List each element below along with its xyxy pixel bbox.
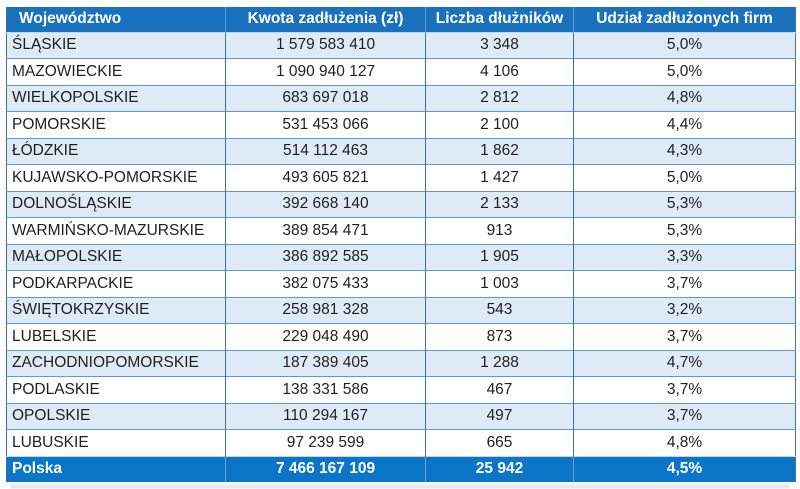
- share-cell: 3,7%: [573, 402, 796, 430]
- share-cell: 5,0%: [573, 164, 796, 191]
- table-row: WIELKOPOLSKIE 683 697 018 2 812 4,8%: [6, 84, 796, 112]
- region-cell: POMORSKIE: [6, 111, 226, 138]
- column-header-liczba-dluznikow: Liczba dłużników: [425, 7, 574, 32]
- amount-cell: 493 605 821: [225, 164, 426, 191]
- amount-cell: 386 892 585: [225, 243, 426, 271]
- amount-cell: 229 048 490: [225, 323, 426, 350]
- amount-cell: 382 075 433: [225, 270, 426, 297]
- total-debtors: 25 942: [425, 455, 574, 482]
- region-cell: PODLASKIE: [6, 376, 226, 403]
- total-row: Polska 7 466 167 109 25 942 4,5%: [6, 455, 796, 482]
- region-cell: WIELKOPOLSKIE: [6, 84, 226, 112]
- share-cell: 4,7%: [573, 349, 796, 377]
- debtors-cell: 497: [425, 402, 574, 430]
- amount-cell: 258 981 328: [225, 296, 426, 324]
- table-row: ŚWIĘTOKRZYSKIE 258 981 328 543 3,2%: [6, 296, 796, 324]
- table-row: ZACHODNIOPOMORSKIE 187 389 405 1 288 4,7%: [6, 349, 796, 377]
- debtors-cell: 873: [425, 323, 574, 350]
- table-header: Województwo Kwota zadłużenia (zł) Liczba…: [6, 7, 796, 32]
- debtors-cell: 1 905: [425, 243, 574, 271]
- debt-table: Województwo Kwota zadłużenia (zł) Liczba…: [6, 7, 796, 482]
- share-cell: 3,3%: [573, 243, 796, 271]
- region-cell: LUBELSKIE: [6, 323, 226, 350]
- region-cell: DOLNOŚLĄSKIE: [6, 190, 226, 218]
- share-cell: 4,8%: [573, 84, 796, 112]
- debtors-cell: 1 288: [425, 349, 574, 377]
- region-cell: PODKARPACKIE: [6, 270, 226, 297]
- amount-cell: 683 697 018: [225, 84, 426, 112]
- total-label: Polska: [6, 455, 226, 482]
- share-cell: 5,0%: [573, 58, 796, 85]
- column-header-wojewodztwo: Województwo: [6, 7, 226, 32]
- debtors-cell: 1 003: [425, 270, 574, 297]
- amount-cell: 531 453 066: [225, 111, 426, 138]
- debtors-cell: 2 133: [425, 190, 574, 218]
- total-amount: 7 466 167 109: [225, 455, 426, 482]
- amount-cell: 187 389 405: [225, 349, 426, 377]
- share-cell: 3,7%: [573, 270, 796, 297]
- bottom-shadow: [10, 485, 790, 488]
- total-share: 4,5%: [573, 455, 796, 482]
- amount-cell: 110 294 167: [225, 402, 426, 430]
- table-row: MAZOWIECKIE 1 090 940 127 4 106 5,0%: [6, 58, 796, 85]
- amount-cell: 392 668 140: [225, 190, 426, 218]
- amount-cell: 1 579 583 410: [225, 31, 426, 59]
- debtors-cell: 1 862: [425, 137, 574, 165]
- amount-cell: 138 331 586: [225, 376, 426, 403]
- debtors-cell: 2 812: [425, 84, 574, 112]
- debtors-cell: 467: [425, 376, 574, 403]
- header-row: Województwo Kwota zadłużenia (zł) Liczba…: [6, 7, 796, 32]
- table-row: POMORSKIE 531 453 066 2 100 4,4%: [6, 111, 796, 138]
- region-cell: KUJAWSKO-POMORSKIE: [6, 164, 226, 191]
- table-row: OPOLSKIE 110 294 167 497 3,7%: [6, 402, 796, 430]
- table-row: MAŁOPOLSKIE 386 892 585 1 905 3,3%: [6, 243, 796, 271]
- table-body: ŚLĄSKIE 1 579 583 410 3 348 5,0% MAZOWIECKIE…: [6, 31, 796, 456]
- table-row: ŁÓDZKIE 514 112 463 1 862 4,3%: [6, 137, 796, 165]
- table-row: PODLASKIE 138 331 586 467 3,7%: [6, 376, 796, 403]
- table-row: ŚLĄSKIE 1 579 583 410 3 348 5,0%: [6, 31, 796, 59]
- region-cell: LUBUSKIE: [6, 429, 226, 456]
- table-row: LUBUSKIE 97 239 599 665 4,8%: [6, 429, 796, 456]
- table-row: WARMIŃSKO-MAZURSKIE 389 854 471 913 5,3%: [6, 217, 796, 244]
- debtors-cell: 3 348: [425, 31, 574, 59]
- share-cell: 4,3%: [573, 137, 796, 165]
- table-row: LUBELSKIE 229 048 490 873 3,7%: [6, 323, 796, 350]
- share-cell: 3,2%: [573, 296, 796, 324]
- region-cell: ŚWIĘTOKRZYSKIE: [6, 296, 226, 324]
- debtors-cell: 913: [425, 217, 574, 244]
- region-cell: MAŁOPOLSKIE: [6, 243, 226, 271]
- share-cell: 5,3%: [573, 190, 796, 218]
- column-header-kwota-zadluzenia: Kwota zadłużenia (zł): [225, 7, 426, 32]
- region-cell: ŁÓDZKIE: [6, 137, 226, 165]
- region-cell: ZACHODNIOPOMORSKIE: [6, 349, 226, 377]
- region-cell: MAZOWIECKIE: [6, 58, 226, 85]
- table-row: KUJAWSKO-POMORSKIE 493 605 821 1 427 5,0%: [6, 164, 796, 191]
- voivodeship-debt-table: Województwo Kwota zadłużenia (zł) Liczba…: [6, 7, 796, 482]
- debtors-cell: 1 427: [425, 164, 574, 191]
- amount-cell: 1 090 940 127: [225, 58, 426, 85]
- debtors-cell: 2 100: [425, 111, 574, 138]
- column-header-udzial-zadluzonych-firm: Udział zadłużonych firm: [573, 7, 796, 32]
- amount-cell: 389 854 471: [225, 217, 426, 244]
- region-cell: WARMIŃSKO-MAZURSKIE: [6, 217, 226, 244]
- share-cell: 3,7%: [573, 376, 796, 403]
- share-cell: 5,3%: [573, 217, 796, 244]
- debtors-cell: 4 106: [425, 58, 574, 85]
- amount-cell: 97 239 599: [225, 429, 426, 456]
- share-cell: 4,8%: [573, 429, 796, 456]
- region-cell: OPOLSKIE: [6, 402, 226, 430]
- table-footer: Polska 7 466 167 109 25 942 4,5%: [6, 455, 796, 482]
- share-cell: 3,7%: [573, 323, 796, 350]
- share-cell: 4,4%: [573, 111, 796, 138]
- amount-cell: 514 112 463: [225, 137, 426, 165]
- debtors-cell: 665: [425, 429, 574, 456]
- table-row: DOLNOŚLĄSKIE 392 668 140 2 133 5,3%: [6, 190, 796, 218]
- share-cell: 5,0%: [573, 31, 796, 59]
- region-cell: ŚLĄSKIE: [6, 31, 226, 59]
- debtors-cell: 543: [425, 296, 574, 324]
- table-row: PODKARPACKIE 382 075 433 1 003 3,7%: [6, 270, 796, 297]
